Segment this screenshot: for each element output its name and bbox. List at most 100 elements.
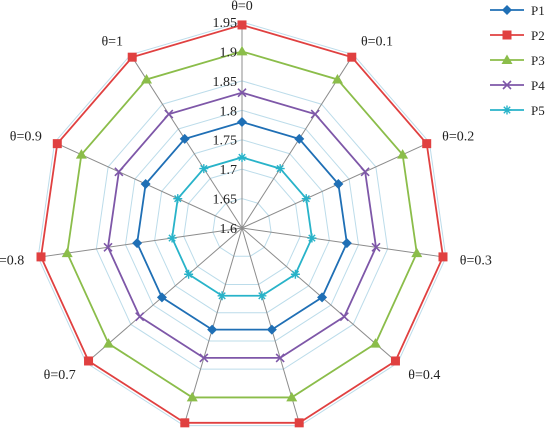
data-point <box>339 312 349 322</box>
data-point <box>84 356 94 366</box>
series-line <box>66 50 418 399</box>
data-point <box>422 139 432 149</box>
series-line <box>40 24 444 424</box>
data-point <box>199 164 209 174</box>
data-point <box>369 338 381 348</box>
grid-ring <box>212 198 272 257</box>
series-line <box>171 156 313 297</box>
legend-entry-p3: P3 <box>490 53 545 68</box>
data-point <box>275 164 285 174</box>
data-point <box>438 252 448 262</box>
series <box>36 20 448 428</box>
data-point <box>347 52 357 62</box>
data-point <box>52 139 62 149</box>
data-point <box>237 117 247 128</box>
data-point <box>184 269 194 279</box>
category-label: θ=0.8 <box>0 254 24 269</box>
grid-ring <box>95 80 389 370</box>
legend-marker <box>501 54 513 64</box>
category-label: θ=0.7 <box>44 368 76 383</box>
category-label: θ=0.4 <box>408 368 440 383</box>
series-line <box>107 91 377 359</box>
data-point <box>180 418 190 428</box>
axes <box>38 22 446 426</box>
legend-label: P1 <box>531 3 545 18</box>
data-point <box>186 391 198 402</box>
data-point <box>257 291 267 301</box>
legend-label: P2 <box>531 28 545 43</box>
tick-label: 1.85 <box>213 75 238 90</box>
data-point <box>127 52 137 62</box>
data-point <box>140 178 151 189</box>
data-point <box>135 312 145 322</box>
tick-label: 1.95 <box>213 16 238 31</box>
data-point <box>103 242 113 252</box>
data-point <box>173 194 183 204</box>
series-line <box>136 121 348 331</box>
data-point <box>286 391 298 402</box>
legend-marker <box>502 105 512 115</box>
data-point <box>390 356 400 366</box>
data-point <box>179 133 190 144</box>
series-p5 <box>167 152 317 301</box>
category-label: θ=1 <box>101 34 123 49</box>
data-point <box>411 247 423 258</box>
data-point <box>217 291 227 301</box>
data-point <box>61 247 73 258</box>
series-p3 <box>61 45 423 402</box>
data-point <box>36 252 46 262</box>
data-point <box>397 149 409 159</box>
data-point <box>141 73 153 84</box>
data-point <box>360 167 370 177</box>
data-point <box>103 338 115 348</box>
legend: P1 P2 P3 P4 P5 <box>490 3 545 118</box>
data-point <box>331 73 343 84</box>
tick-label: 1.9 <box>220 45 238 60</box>
grid-ring <box>154 139 330 314</box>
legend-marker <box>502 5 512 15</box>
series-p4 <box>103 88 381 363</box>
data-point <box>371 242 381 252</box>
data-point <box>333 178 344 189</box>
category-labels: θ=0 θ=0.1 θ=0.2 θ=0.3 θ=0.4 θ=0.5 θ=0.6 θ=0.7 θ=… <box>0 0 492 437</box>
data-point <box>301 194 311 204</box>
category-label: θ=0.9 <box>10 129 42 144</box>
data-point <box>237 88 247 98</box>
tick-label: 1.7 <box>220 163 238 178</box>
data-point <box>341 238 352 249</box>
category-label: θ=0 <box>231 0 253 14</box>
data-point <box>236 45 248 56</box>
legend-entry-p4: P4 <box>490 78 545 93</box>
series-p1 <box>132 117 352 335</box>
legend-label: P3 <box>531 53 545 68</box>
data-point <box>290 269 300 279</box>
data-point <box>275 353 285 363</box>
grid-ring <box>183 168 301 285</box>
legend-marker <box>502 80 512 90</box>
data-point <box>237 20 247 30</box>
data-point <box>237 152 247 162</box>
category-label: θ=0.6 <box>148 436 180 437</box>
category-label: θ=0.2 <box>442 129 474 144</box>
legend-label: P4 <box>531 78 545 93</box>
legend-entry-p2: P2 <box>490 28 545 43</box>
grid-ring <box>124 109 360 342</box>
series-p2 <box>36 20 448 428</box>
data-point <box>156 292 167 303</box>
data-point <box>266 324 277 335</box>
legend-label: P5 <box>531 103 545 118</box>
data-point <box>132 238 143 249</box>
data-point <box>114 167 124 177</box>
category-label: θ=0.1 <box>361 34 393 49</box>
tick-label: 1.8 <box>220 104 238 119</box>
data-point <box>294 418 304 428</box>
legend-entry-p5: P5 <box>490 103 545 118</box>
data-point <box>317 292 328 303</box>
category-label: θ=0.5 <box>304 436 336 437</box>
tick-label: 1.6 <box>220 222 238 237</box>
legend-entry-p1: P1 <box>490 3 545 18</box>
data-point <box>310 109 320 119</box>
category-label: θ=0.3 <box>460 254 492 269</box>
data-point <box>167 233 177 243</box>
